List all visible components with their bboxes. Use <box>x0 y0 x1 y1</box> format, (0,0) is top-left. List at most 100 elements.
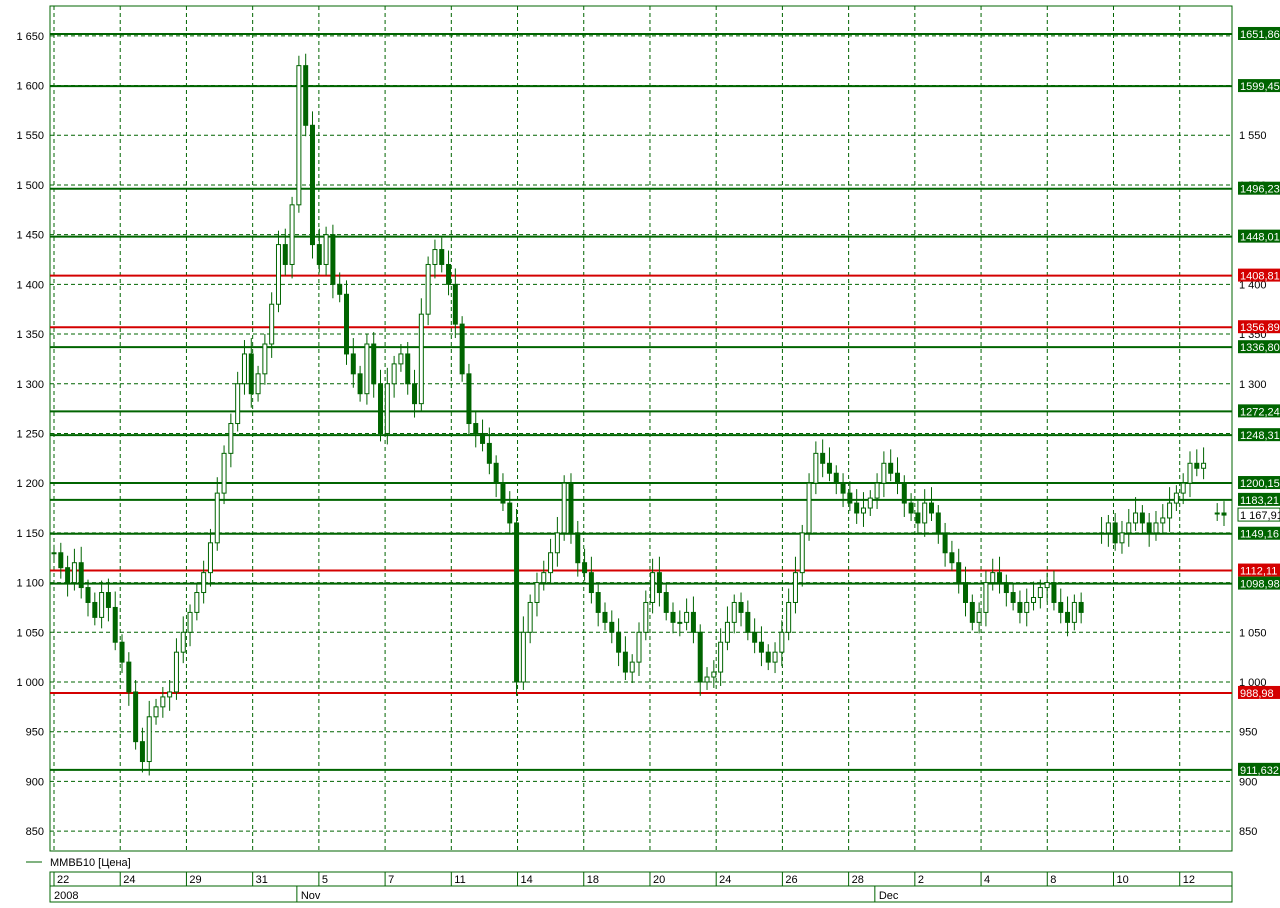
candle-body <box>139 741 145 763</box>
y-tick-label: 1 150 <box>16 528 44 540</box>
candle-body <box>1153 522 1159 534</box>
candle-body <box>384 383 390 434</box>
y-tick-label: 1 400 <box>16 279 44 291</box>
y-tick-label: 1 550 <box>16 130 44 142</box>
candle-body <box>820 452 826 464</box>
legend-label: ММВБ10 [Цена] <box>50 857 131 869</box>
candle-body <box>119 641 125 663</box>
level-label-box <box>1238 404 1280 418</box>
level-label: 1408,81 <box>1240 271 1280 283</box>
candle-body <box>656 572 662 594</box>
y-tick-label: 1 000 <box>16 677 44 689</box>
y-tick-label: 1 200 <box>16 478 44 490</box>
candle-body <box>187 611 193 633</box>
candle-body <box>241 353 247 385</box>
candle-body <box>514 522 520 683</box>
candle-body <box>643 601 649 633</box>
level-label: 1183,21 <box>1240 495 1279 507</box>
x-month-label: Nov <box>301 890 321 902</box>
candle-body <box>731 601 737 623</box>
candle-body <box>262 343 268 375</box>
level-label-box <box>1238 428 1280 442</box>
candle-body <box>1173 492 1179 504</box>
x-day-label: 22 <box>57 874 69 886</box>
x-day-label: 10 <box>1116 874 1128 886</box>
x-day-label: 5 <box>322 874 328 886</box>
candle-body <box>248 353 254 395</box>
level-label-box <box>1238 229 1280 243</box>
y-tick-label-right: 950 <box>1239 727 1257 739</box>
candle-body <box>480 432 486 444</box>
candle-body <box>847 492 853 504</box>
level-label: 988,98 <box>1240 688 1274 700</box>
y-tick-label: 1 050 <box>16 627 44 639</box>
candle-body <box>765 651 771 663</box>
level-label: 1248,31 <box>1240 430 1280 442</box>
candle-body <box>520 631 526 683</box>
candle-body <box>534 582 540 603</box>
candle-body <box>582 562 588 574</box>
level-labels-layer: 1651,86 1599,45 1496,23 1448,01 1408,81 1356,… <box>1237 26 1280 777</box>
candle-body <box>425 263 431 315</box>
level-label-box <box>1238 26 1280 40</box>
y-tick-label: 1 100 <box>16 578 44 590</box>
level-label: 1112,11 <box>1240 566 1277 578</box>
x-day-label: 24 <box>123 874 135 886</box>
y-tick-label-right: 850 <box>1239 826 1257 838</box>
candle-body <box>452 283 458 325</box>
y-tick-label-right: 1 300 <box>1239 379 1267 391</box>
candle-body <box>466 373 472 425</box>
candle-body <box>1221 512 1227 516</box>
candle-body <box>554 532 560 554</box>
candle-body <box>303 65 309 126</box>
candle-body <box>160 696 166 708</box>
candle-body <box>792 572 798 603</box>
y-tick-label: 1 300 <box>16 379 44 391</box>
candle-body <box>1194 462 1200 469</box>
level-label: 1356,89 <box>1240 322 1280 334</box>
level-label: 911,632 <box>1240 765 1279 777</box>
candle-body <box>1187 462 1193 484</box>
candle-body <box>391 363 397 385</box>
x-day-label: 20 <box>653 874 665 886</box>
candle-body <box>486 442 492 464</box>
last-price-box <box>1237 507 1280 522</box>
candle-body <box>881 462 887 484</box>
candle-body <box>126 661 132 693</box>
candle-body <box>602 611 608 623</box>
y-tick-label-right: 1 400 <box>1239 279 1267 291</box>
candle-body <box>255 373 261 395</box>
candle-body <box>650 572 656 603</box>
candle-body <box>1031 597 1037 603</box>
candle-body <box>935 512 941 534</box>
candle-body <box>1126 522 1132 534</box>
x-day-label: 28 <box>852 874 864 886</box>
candle-body <box>350 353 356 375</box>
x-day-label: 26 <box>785 874 797 886</box>
candle-body <box>779 631 785 653</box>
candle-body <box>588 572 594 594</box>
candle-body <box>275 244 281 305</box>
candle-body <box>337 283 343 295</box>
level-label-box <box>1238 476 1280 490</box>
y-tick-label: 1 450 <box>16 230 44 242</box>
candle-body <box>78 562 84 589</box>
candle-body <box>908 502 914 514</box>
candle-body <box>711 671 717 678</box>
candle-body <box>439 249 445 265</box>
candle-body <box>806 482 812 534</box>
candle-body <box>575 532 581 564</box>
candle-body <box>167 691 173 698</box>
candle-body <box>153 706 159 718</box>
level-label-box <box>1238 576 1280 590</box>
level-label-box <box>1238 268 1280 282</box>
candle-body <box>976 611 982 623</box>
level-label: 1200,15 <box>1240 478 1280 490</box>
candle-body <box>92 601 98 618</box>
candle-body <box>85 587 91 603</box>
candle-body <box>684 611 690 623</box>
candle-body <box>344 293 349 355</box>
candle-body <box>527 601 533 633</box>
candle-body <box>201 572 207 594</box>
candle-body <box>269 303 275 345</box>
